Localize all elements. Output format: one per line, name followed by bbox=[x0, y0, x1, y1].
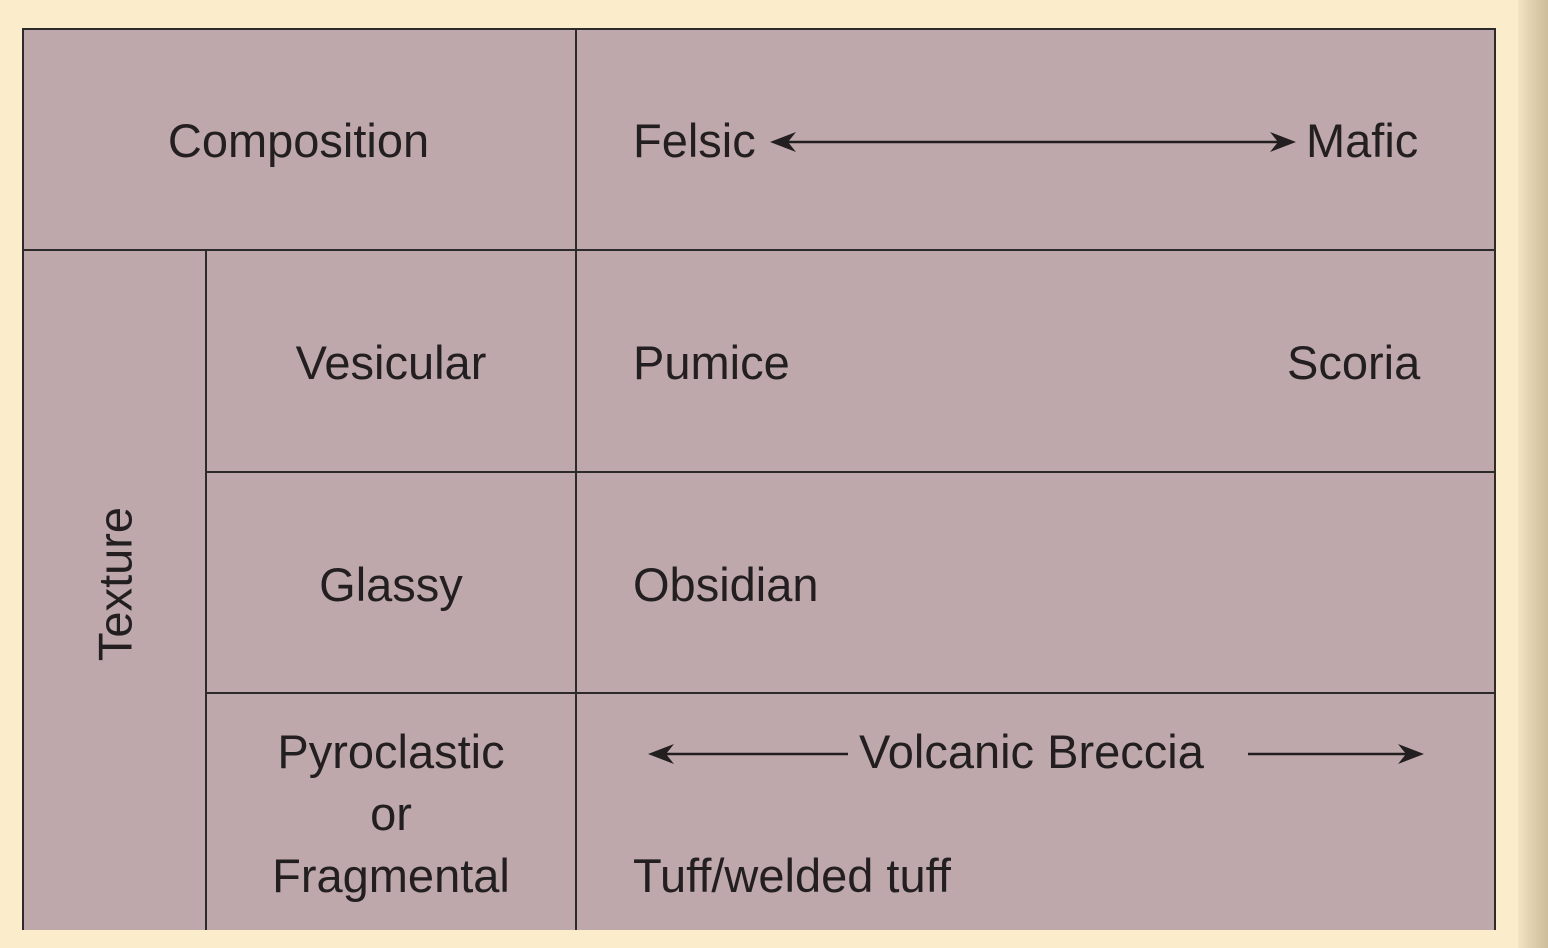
breccia-left-arrow bbox=[648, 744, 848, 764]
composition-header: Composition bbox=[167, 114, 430, 167]
mafic-label: Mafic bbox=[1306, 114, 1419, 167]
texture-glassy: Glassy bbox=[319, 558, 463, 611]
header-divider bbox=[22, 249, 1496, 251]
texture-vesicular: Vesicular bbox=[295, 336, 487, 389]
texture-pyroclastic-line-3: Fragmental bbox=[272, 849, 510, 902]
row-divider-2 bbox=[206, 692, 1496, 694]
rock-column-divider bbox=[575, 28, 577, 930]
composition-double-arrow bbox=[770, 132, 1296, 152]
rock-obsidian: Obsidian bbox=[633, 558, 819, 611]
texture-column-divider bbox=[205, 250, 207, 930]
row-divider-1 bbox=[206, 471, 1496, 473]
breccia-right-arrow bbox=[1248, 744, 1424, 764]
page-edge-shadow bbox=[1518, 0, 1548, 948]
volcanic-rock-classification-table bbox=[22, 28, 1496, 930]
texture-pyroclastic-line-1: Pyroclastic bbox=[277, 725, 505, 778]
felsic-label: Felsic bbox=[633, 114, 756, 167]
texture-pyroclastic-line-2: or bbox=[370, 787, 412, 840]
rock-volcanic-breccia: Volcanic Breccia bbox=[859, 725, 1204, 778]
rock-tuff: Tuff/welded tuff bbox=[633, 849, 951, 902]
rock-pumice: Pumice bbox=[633, 336, 790, 389]
texture-label: Texture bbox=[88, 506, 142, 662]
rock-scoria: Scoria bbox=[1287, 336, 1421, 389]
